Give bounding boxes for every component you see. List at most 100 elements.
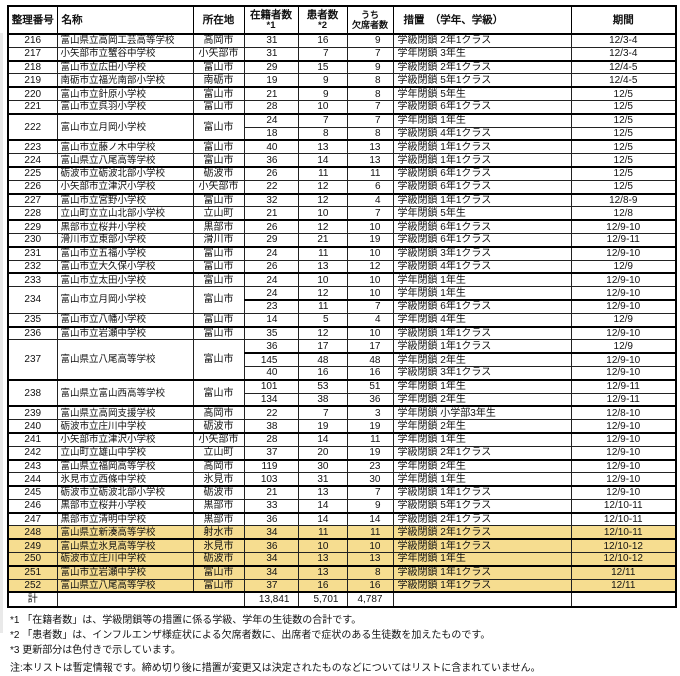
table-row: 245 砺波市立砺波北部小学校 砺波市 21 13 7 学級閉鎖 1年1クラス 12/9-10: [7, 485, 677, 500]
total-measure-spacer: [392, 591, 572, 608]
cell-location: 高岡市: [192, 33, 245, 48]
cell-absent-count: 7: [346, 485, 394, 500]
cell-location: 黒部市: [192, 512, 245, 527]
cell-enrolled-count: 21: [243, 86, 299, 101]
cell-location: 富山市: [192, 565, 245, 580]
cell-seq-no: 222: [7, 113, 58, 142]
cell-patient-count: 21: [297, 232, 348, 248]
table-row: 134 38 36 学年閉鎖 2年生 12/9-11: [8, 392, 677, 408]
cell-school-name: 富山市立太田小学校: [56, 272, 194, 288]
cell-school-name: 小矢部市立津沢小学校: [56, 432, 194, 447]
cell-patient-count: 8: [297, 126, 348, 142]
cell-period: 12/9-10: [570, 458, 677, 474]
cell-period: 12/9-10: [570, 432, 677, 447]
cell-school-name: 富山市立五福小学校: [56, 246, 194, 261]
cell-enrolled-count: 19: [243, 73, 299, 89]
footnote-3: *3 更新部分は色付きで示しています。: [10, 645, 181, 657]
cell-seq-no: 219: [7, 73, 58, 89]
cell-enrolled-count: 14: [243, 312, 299, 328]
cell-location: 氷見市: [192, 538, 245, 554]
cell-seq-no: 251: [7, 565, 58, 580]
cell-period: 12/9-10: [570, 445, 677, 461]
cell-enrolled-count: 145: [243, 352, 299, 367]
cell-absent-count: 7: [346, 99, 394, 115]
cell-location: 富山市: [192, 99, 245, 115]
table-row: 225 砺波市立砺波北部小学校 砺波市 26 11 11 学級閉鎖 6年1クラス 12/5: [7, 166, 677, 181]
cell-location: 富山市: [192, 139, 245, 155]
cell-measure: 学級閉鎖 2年1クラス: [392, 525, 572, 541]
cell-measure: 学年閉鎖 小学部3年生: [392, 405, 572, 421]
col-header-name: 名称: [56, 5, 194, 35]
table-row: 217 小矢部市立蟹谷中学校 小矢部市 31 7 7 学年閉鎖 3年生 12/3-4: [7, 46, 677, 62]
cell-measure: 学級閉鎖 3年1クラス: [392, 365, 572, 381]
cell-location: 富山市: [192, 272, 245, 288]
cell-period: 12/5: [570, 113, 677, 128]
cell-absent-count: 4: [346, 312, 394, 328]
cell-school-name: 富山県立八尾高等学校: [56, 153, 194, 168]
cell-period: 12/9-10: [570, 352, 677, 367]
cell-location: 富山市: [192, 578, 245, 594]
school-closure-table: 整理番号 名称 所在地 在籍者数 *1 患者数 *2 うち 欠席者数 措置 （学年、学…: [7, 5, 677, 609]
cell-seq-no: 237: [7, 339, 58, 381]
cell-absent-count: 10: [346, 286, 394, 301]
cell-period: 12/10-11: [570, 525, 677, 541]
cell-period: 12/5: [570, 86, 677, 101]
cell-location: 富山市: [192, 379, 245, 408]
cell-location: 砺波市: [192, 166, 245, 181]
cell-patient-count: 12: [297, 219, 348, 234]
cell-enrolled-count: 34: [243, 565, 299, 580]
cell-measure: 学級閉鎖 2年1クラス: [392, 445, 572, 461]
table-row: 223 富山市立藤ノ木中学校 富山市 40 13 13 学級閉鎖 1年1クラス 12/5: [7, 139, 677, 155]
cell-seq-no: 221: [7, 99, 58, 115]
cell-measure: 学級閉鎖 1年1クラス: [392, 193, 572, 208]
cell-school-name: 立山町立立山北部小学校: [56, 206, 194, 222]
cell-school-name: 富山市立岩瀬中学校: [56, 565, 194, 580]
cell-seq-no: 245: [7, 485, 58, 500]
cell-patient-count: 15: [297, 60, 348, 75]
cell-period: 12/4-5: [570, 60, 677, 75]
cell-absent-count: 48: [346, 352, 394, 367]
cell-enrolled-count: 36: [243, 339, 299, 355]
cell-seq-no: 239: [7, 405, 58, 421]
cell-absent-count: 9: [346, 33, 394, 48]
table-row: 243 富山県立福岡高等学校 高岡市 119 30 23 学年閉鎖 2年生 12/9-10: [7, 458, 677, 474]
cell-enrolled-count: 103: [243, 472, 299, 488]
cell-absent-count: 11: [346, 432, 394, 447]
cell-seq-no: 220: [7, 86, 58, 101]
cell-measure: 学年閉鎖 5年生: [392, 206, 572, 222]
cell-patient-count: 11: [297, 246, 348, 261]
cell-period: 12/9-10: [570, 419, 677, 434]
cell-absent-count: 30: [346, 472, 394, 488]
cell-absent-count: 13: [346, 153, 394, 168]
cell-location: 砺波市: [192, 419, 245, 434]
table-row: 216 富山県立高岡工芸高等学校 高岡市 31 16 9 学級閉鎖 2年1クラス 12/3-4: [7, 33, 677, 48]
cell-period: 12/5: [570, 166, 677, 181]
cell-measure: 学級閉鎖 1年1クラス: [392, 339, 572, 355]
col-label: 期間: [612, 13, 634, 26]
cell-school-name: 富山県立氷見高等学校: [56, 538, 194, 554]
cell-measure: 学級閉鎖 1年1クラス: [392, 485, 572, 500]
cell-location: 射水市: [192, 525, 245, 541]
table-row: 234 富山市立月岡小学校 富山市 24 12 10 学年閉鎖 1年生 12/9-10: [7, 286, 677, 314]
col-label: 措置 （学年、学級）: [403, 13, 504, 26]
cell-school-name: 砺波市立砺波北部小学校: [56, 166, 194, 181]
cell-patient-count: 20: [297, 445, 348, 461]
table-row: 237 富山県立八尾高等学校 富山市 36 17 17 学級閉鎖 1年1クラス 12/9: [7, 339, 677, 381]
cell-absent-count: 10: [346, 246, 394, 261]
cell-period: 12/9-10: [570, 246, 677, 261]
col-header-seq-no: 整理番号: [7, 5, 58, 35]
cell-patient-count: 10: [297, 99, 348, 115]
cell-period: 12/5: [570, 153, 677, 168]
cell-school-name: 富山市立大久保小学校: [56, 259, 194, 275]
cell-school-name: 富山市立月岡小学校: [56, 286, 194, 314]
cell-period: 12/10-12: [570, 538, 677, 554]
cell-location: 黒部市: [192, 219, 245, 234]
cell-seq-no: 242: [7, 445, 58, 461]
cell-school-name: 砺波市立庄川中学校: [56, 419, 194, 434]
cell-enrolled-count: 26: [243, 259, 299, 275]
cell-enrolled-count: 33: [243, 498, 299, 514]
table-row: 236 富山市立岩瀬中学校 富山市 35 12 10 学級閉鎖 1年1クラス 12/9-10: [7, 326, 677, 341]
cell-patient-count: 14: [297, 512, 348, 527]
cell-location: 高岡市: [192, 405, 245, 421]
cell-measure: 学級閉鎖 5年1クラス: [392, 73, 572, 89]
